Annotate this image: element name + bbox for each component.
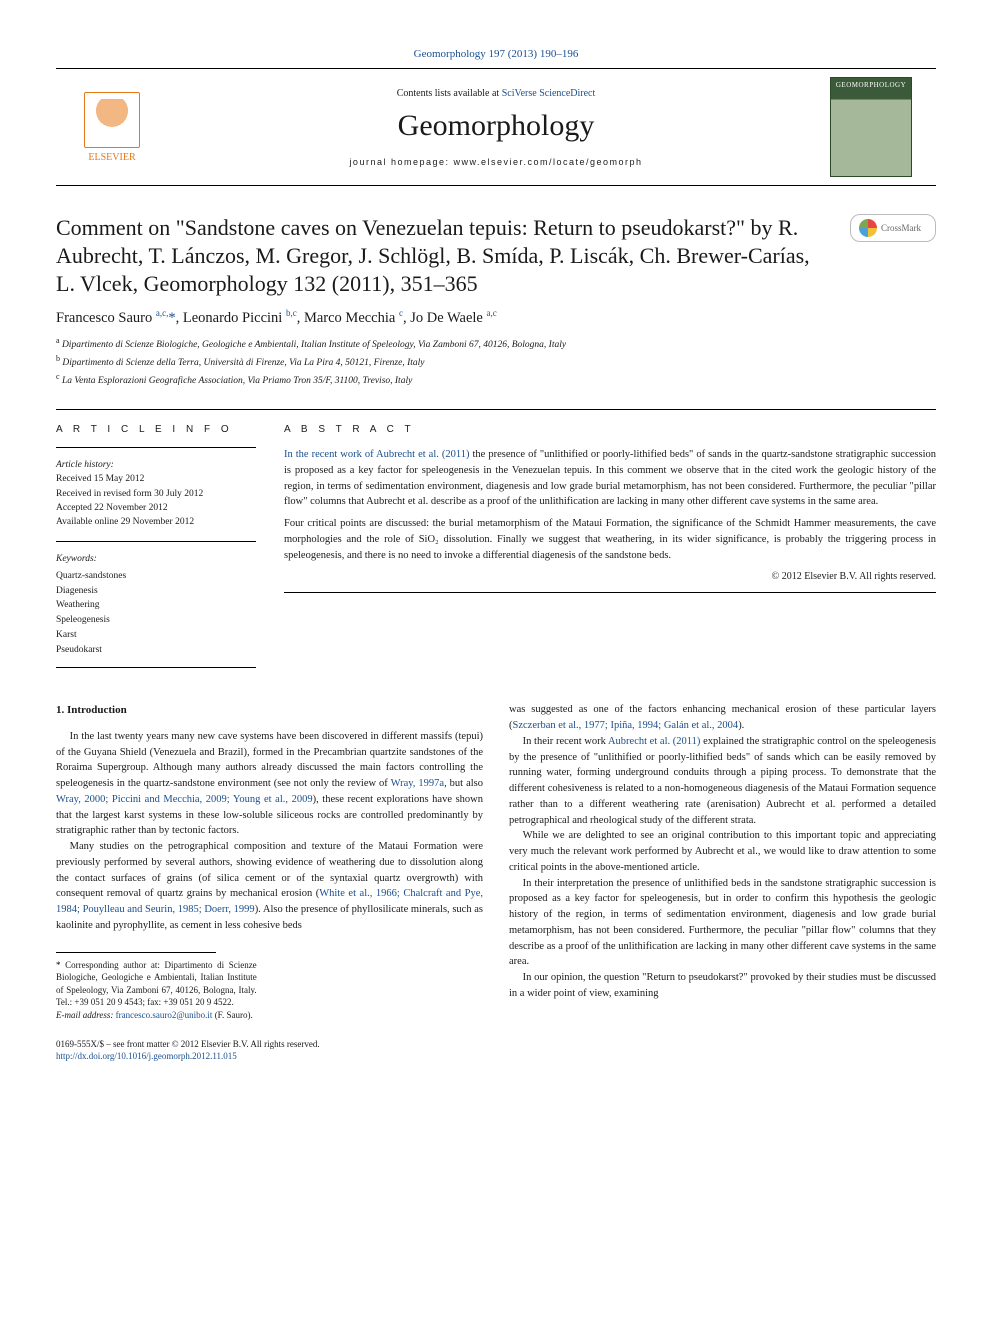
body-p2-cont: was suggested as one of the factors enha…	[509, 702, 936, 734]
email-link[interactable]: francesco.sauro2@unibo.it	[116, 1010, 213, 1020]
body-p3: In their recent work Aubrecht et al. (20…	[509, 734, 936, 829]
footnote-separator	[56, 952, 216, 953]
keyword-item: Karst	[56, 628, 256, 643]
issn-line: 0169-555X/$ – see front matter © 2012 El…	[56, 1038, 936, 1051]
section-heading-intro: 1. Introduction	[56, 702, 483, 719]
masthead: ELSEVIER Contents lists available at Sci…	[56, 68, 936, 186]
abstract-p2: Four critical points are discussed: the …	[284, 516, 936, 563]
cover-label: GEOMORPHOLOGY	[831, 81, 911, 89]
doi-link[interactable]: http://dx.doi.org/10.1016/j.geomorph.201…	[56, 1050, 936, 1063]
abstract-copyright: © 2012 Elsevier B.V. All rights reserved…	[284, 571, 936, 582]
keyword-item: Pseudokarst	[56, 643, 256, 658]
body-p2: Many studies on the petrographical compo…	[56, 839, 483, 934]
keywords-block: Keywords: Quartz-sandstonesDiagenesisWea…	[56, 552, 256, 657]
citation-link[interactable]: Aubrecht et al. (2011)	[608, 736, 700, 747]
journal-title: Geomorphology	[162, 109, 830, 143]
date-revised: Received in revised form 30 July 2012	[56, 489, 203, 499]
affiliation-a: Dipartimento di Scienze Biologiche, Geol…	[62, 340, 566, 350]
citation-link[interactable]: Szczerban et al., 1977; Ipiña, 1994; Gal…	[513, 720, 739, 731]
date-online: Available online 29 November 2012	[56, 517, 194, 527]
abstract-p1: In the recent work of Aubrecht et al. (2…	[284, 447, 936, 510]
body-p6: In our opinion, the question "Return to …	[509, 970, 936, 1002]
citation-link[interactable]: In the recent work of Aubrecht et al. (2…	[284, 449, 470, 460]
keyword-item: Quartz-sandstones	[56, 569, 256, 584]
author-list: Francesco Sauro a,c,*, Leonardo Piccini …	[56, 308, 936, 327]
contents-line: Contents lists available at SciVerse Sci…	[162, 88, 830, 99]
publisher-name: ELSEVIER	[88, 152, 135, 163]
article-title: Comment on "Sandstone caves on Venezuela…	[56, 214, 834, 298]
email-attribution: (F. Sauro).	[215, 1010, 253, 1020]
affiliation-b: Dipartimento di Scienze della Terra, Uni…	[62, 358, 424, 368]
body-p1: In the last twenty years many new cave s…	[56, 729, 483, 839]
history-label: Article history:	[56, 460, 114, 470]
journal-reference: Geomorphology 197 (2013) 190–196	[56, 48, 936, 60]
correspondence-footnote: * Corresponding author at: Dipartimento …	[56, 959, 257, 1022]
page-footer: 0169-555X/$ – see front matter © 2012 El…	[56, 1038, 936, 1063]
affiliations: a Dipartimento di Scienze Biologiche, Ge…	[56, 335, 936, 389]
date-accepted: Accepted 22 November 2012	[56, 503, 168, 513]
affiliation-c: La Venta Esplorazioni Geografiche Associ…	[62, 376, 412, 386]
crossmark-label: CrossMark	[881, 223, 921, 233]
citation-link[interactable]: Wray, 1997a	[391, 778, 444, 789]
elsevier-tree-icon	[84, 92, 140, 148]
keyword-item: Diagenesis	[56, 584, 256, 599]
email-label: E-mail address:	[56, 1010, 113, 1020]
crossmark-icon	[859, 219, 877, 237]
sciencedirect-link[interactable]: SciVerse ScienceDirect	[502, 88, 596, 99]
body-two-column: 1. Introduction In the last twenty years…	[56, 702, 936, 1021]
article-info-sidebar: A R T I C L E I N F O Article history: R…	[56, 409, 256, 678]
keyword-item: Weathering	[56, 598, 256, 613]
corresponding-author-note: Corresponding author at: Dipartimento di…	[56, 960, 257, 1008]
elsevier-logo: ELSEVIER	[72, 82, 152, 172]
abstract-heading: A B S T R A C T	[284, 424, 936, 435]
crossmark-badge[interactable]: CrossMark	[850, 214, 936, 242]
abstract-column: A B S T R A C T In the recent work of Au…	[284, 424, 936, 678]
citation-link[interactable]: Wray, 2000; Piccini and Mecchia, 2009; Y…	[56, 794, 313, 805]
body-p4: While we are delighted to see an origina…	[509, 828, 936, 875]
keyword-item: Speleogenesis	[56, 613, 256, 628]
keywords-label: Keywords:	[56, 552, 256, 567]
date-received: Received 15 May 2012	[56, 474, 144, 484]
article-info-heading: A R T I C L E I N F O	[56, 424, 256, 435]
contents-prefix: Contents lists available at	[397, 88, 502, 99]
journal-cover-thumbnail: GEOMORPHOLOGY	[830, 77, 912, 177]
journal-homepage: journal homepage: www.elsevier.com/locat…	[162, 157, 830, 167]
body-p5: In their interpretation the presence of …	[509, 876, 936, 971]
